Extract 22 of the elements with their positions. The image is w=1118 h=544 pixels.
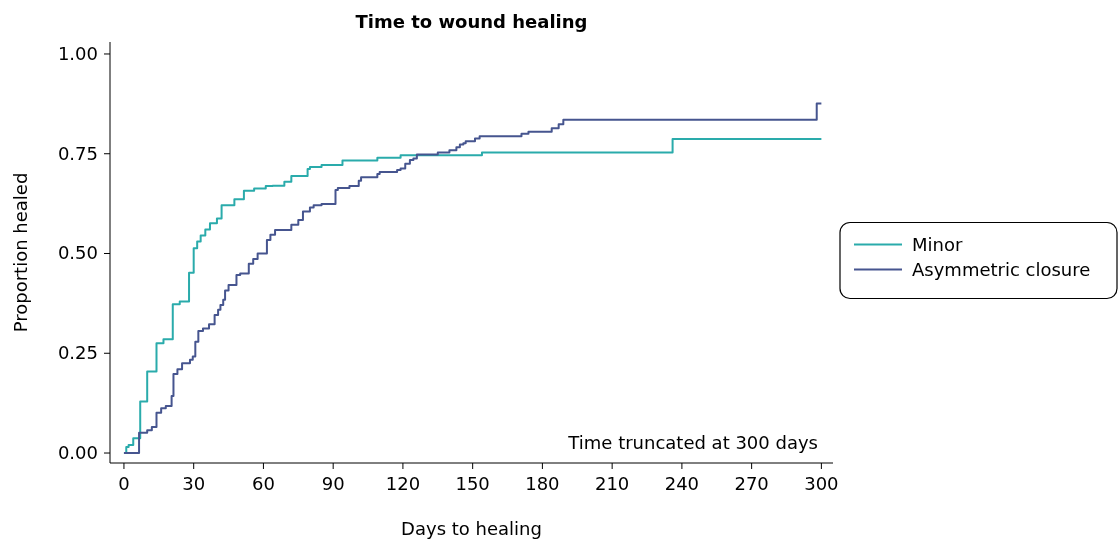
x-tick-label: 300 (804, 473, 839, 494)
y-tick-label: 0.50 (57, 242, 98, 264)
y-tick-label: 0.25 (57, 342, 98, 364)
x-tick-label: 30 (182, 473, 206, 494)
chart-title: Time to wound healing (355, 11, 588, 32)
legend-label: Asymmetric closure (912, 258, 1091, 280)
x-axis-title: Days to healing (401, 518, 542, 539)
x-tick-label: 150 (455, 473, 490, 494)
x-tick-label: 0 (118, 473, 130, 494)
y-tick-label: 0.00 (57, 442, 98, 464)
legend-label: Minor (912, 233, 963, 255)
annotation: Time truncated at 300 days (567, 432, 818, 453)
y-axis-title: Proportion healed (10, 172, 31, 333)
y-tick-label: 0.75 (57, 142, 98, 164)
x-tick-label: 240 (664, 473, 700, 494)
x-tick-label: 270 (734, 473, 769, 494)
y-tick-label: 1.00 (57, 42, 98, 64)
x-tick-label: 60 (251, 473, 275, 494)
x-tick-label: 90 (321, 473, 345, 494)
x-tick-label: 210 (594, 473, 630, 494)
x-tick-label: 120 (385, 473, 421, 494)
x-tick-label: 180 (525, 473, 560, 494)
